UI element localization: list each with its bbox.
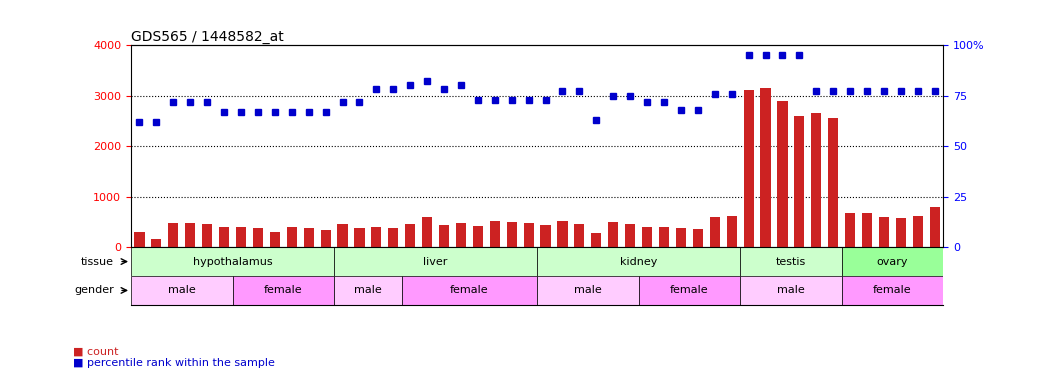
Bar	[740, 247, 842, 276]
Bar	[371, 227, 381, 247]
Text: gender: gender	[74, 285, 114, 296]
Text: male: male	[574, 285, 602, 296]
Bar	[304, 228, 313, 247]
Bar	[541, 225, 550, 247]
Bar	[743, 90, 754, 247]
Bar	[253, 228, 263, 247]
Bar	[337, 224, 348, 247]
Bar	[151, 238, 161, 247]
Text: GDS565 / 1448582_at: GDS565 / 1448582_at	[131, 30, 284, 44]
Text: female: female	[670, 285, 708, 296]
Bar	[456, 223, 466, 247]
Bar	[185, 223, 195, 247]
Bar	[845, 213, 855, 247]
Bar	[233, 276, 334, 305]
Text: female: female	[873, 285, 912, 296]
Bar	[828, 118, 838, 247]
Bar	[659, 227, 669, 247]
Bar	[693, 230, 703, 247]
Text: male: male	[777, 285, 805, 296]
Bar	[401, 276, 537, 305]
Bar	[354, 228, 365, 247]
Bar	[726, 216, 737, 247]
Bar	[422, 217, 432, 247]
Bar	[537, 247, 740, 276]
Bar	[591, 234, 602, 247]
Bar	[334, 247, 537, 276]
Text: hypothalamus: hypothalamus	[193, 256, 272, 267]
Bar	[709, 217, 720, 247]
Bar	[269, 232, 280, 247]
Text: ■ percentile rank within the sample: ■ percentile rank within the sample	[73, 358, 276, 368]
Bar	[558, 221, 568, 247]
Text: tissue: tissue	[81, 256, 114, 267]
Bar	[794, 116, 805, 247]
Bar	[537, 276, 638, 305]
Bar	[625, 224, 635, 247]
Bar	[287, 227, 297, 247]
Bar	[676, 228, 686, 247]
Bar	[879, 217, 889, 247]
Bar	[608, 222, 618, 247]
Bar	[236, 227, 246, 247]
Bar	[638, 276, 740, 305]
Bar	[896, 218, 905, 247]
Bar	[778, 100, 787, 247]
Bar	[473, 226, 483, 247]
Bar	[863, 213, 872, 247]
Bar	[134, 232, 145, 247]
Bar	[842, 276, 943, 305]
Text: kidney: kidney	[620, 256, 657, 267]
Bar	[761, 88, 770, 247]
Text: testis: testis	[776, 256, 806, 267]
Bar	[334, 276, 401, 305]
Bar	[131, 276, 233, 305]
Text: female: female	[450, 285, 488, 296]
Bar	[406, 224, 415, 247]
Bar	[574, 224, 585, 247]
Bar	[489, 221, 500, 247]
Bar	[811, 113, 822, 247]
Text: male: male	[354, 285, 381, 296]
Bar	[524, 223, 533, 247]
Bar	[388, 228, 398, 247]
Text: ovary: ovary	[877, 256, 909, 267]
Text: liver: liver	[423, 256, 447, 267]
Bar	[842, 247, 943, 276]
Bar	[913, 216, 923, 247]
Bar	[439, 225, 450, 247]
Bar	[642, 227, 652, 247]
Bar	[202, 224, 212, 247]
Bar	[930, 207, 940, 247]
Text: female: female	[264, 285, 303, 296]
Text: male: male	[168, 285, 196, 296]
Bar	[169, 224, 178, 247]
Bar	[740, 276, 842, 305]
Bar	[219, 227, 230, 247]
Bar	[131, 247, 334, 276]
Text: ■ count: ■ count	[73, 346, 118, 356]
Bar	[506, 222, 517, 247]
Bar	[321, 231, 331, 247]
